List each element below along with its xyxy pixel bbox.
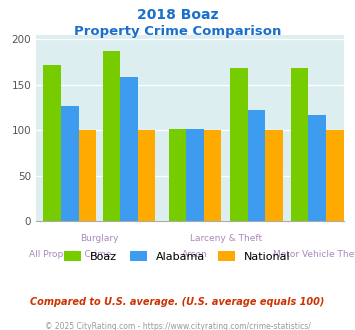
Bar: [120, 78, 138, 221]
Text: © 2025 CityRating.com - https://www.cityrating.com/crime-statistics/: © 2025 CityRating.com - https://www.city…: [45, 322, 310, 330]
Bar: [103, 51, 120, 221]
Bar: [308, 115, 326, 221]
Text: Property Crime Comparison: Property Crime Comparison: [74, 25, 281, 38]
Bar: [291, 68, 308, 221]
Text: Burglary: Burglary: [80, 234, 119, 243]
Text: All Property Crime: All Property Crime: [28, 250, 111, 259]
Text: Arson: Arson: [182, 250, 208, 259]
Bar: [43, 65, 61, 221]
Text: Larceny & Theft: Larceny & Theft: [190, 234, 262, 243]
Bar: [186, 129, 204, 221]
Bar: [204, 130, 222, 221]
Bar: [78, 130, 96, 221]
Text: Motor Vehicle Theft: Motor Vehicle Theft: [273, 250, 355, 259]
Bar: [169, 129, 186, 221]
Text: 2018 Boaz: 2018 Boaz: [137, 8, 218, 22]
Bar: [138, 130, 155, 221]
Text: Compared to U.S. average. (U.S. average equals 100): Compared to U.S. average. (U.S. average …: [30, 297, 325, 307]
Bar: [230, 68, 248, 221]
Bar: [326, 130, 344, 221]
Bar: [61, 106, 78, 221]
Bar: [265, 130, 283, 221]
Legend: Boaz, Alabama, National: Boaz, Alabama, National: [60, 247, 295, 267]
Bar: [248, 110, 265, 221]
